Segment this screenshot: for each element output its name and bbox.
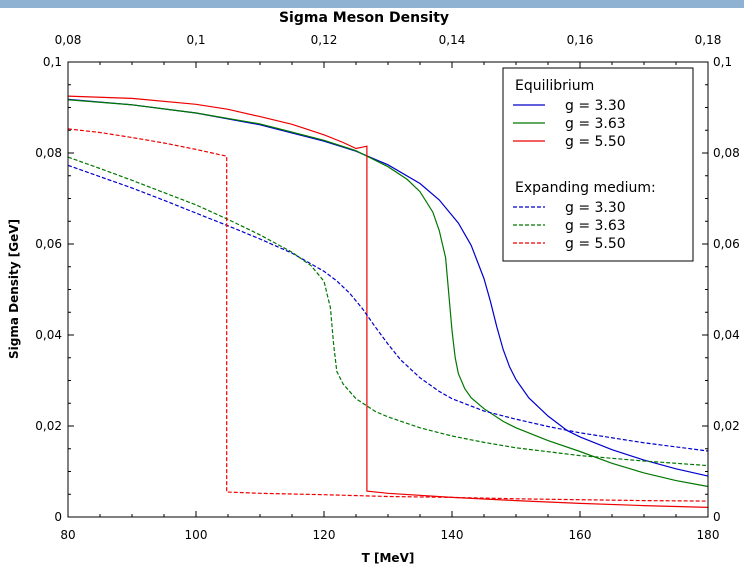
series-line-equilibrium-0 (67, 98, 709, 477)
legend-label-equilibrium: g = 3.63 (565, 116, 626, 132)
series-layer (67, 95, 709, 508)
x-tick-label: 100 (185, 528, 208, 542)
series-line-expanding-3 (67, 164, 709, 452)
right-y-tick-label: 0,02 (713, 419, 740, 433)
y-tick-label: 0,1 (43, 55, 62, 69)
legend-group-expanding: Expanding medium: (515, 180, 656, 196)
y-tick-label: 0,02 (35, 419, 62, 433)
y-tick-label: 0,04 (35, 328, 62, 342)
x-tick-label: 120 (313, 528, 336, 542)
chart-title: Sigma Meson Density (279, 10, 449, 26)
right-y-tick-label: 0,04 (713, 328, 740, 342)
right-y-tick-label: 0,08 (713, 146, 740, 160)
window-title-bar (0, 0, 744, 8)
top-tick-label: 0,12 (311, 33, 338, 47)
y-axis-label: Sigma Density [GeV] (7, 219, 21, 359)
y-tick-label: 0 (54, 510, 62, 524)
y-tick-label: 0,06 (35, 237, 62, 251)
right-y-tick-label: 0,1 (713, 55, 732, 69)
legend-label-expanding: g = 3.63 (565, 218, 626, 234)
right-y-tick-label: 0,06 (713, 237, 740, 251)
legend-group-equilibrium: Equilibrium (515, 78, 594, 94)
x-tick-label: 180 (697, 528, 720, 542)
right-y-tick-label: 0 (713, 510, 721, 524)
top-tick-label: 0,1 (186, 33, 205, 47)
x-axis-label: T [MeV] (362, 551, 415, 565)
x-tick-label: 160 (569, 528, 592, 542)
legend-box (502, 67, 694, 262)
legend-label-expanding: g = 5.50 (565, 236, 626, 252)
top-tick-label: 0,18 (695, 33, 722, 47)
series-line-equilibrium-2 (67, 95, 709, 508)
legend: Equilibrium Expanding medium: g = 3.30g … (502, 67, 694, 262)
legend-label-equilibrium: g = 3.30 (565, 98, 626, 114)
series-line-expanding-4 (67, 156, 709, 467)
legend-label-equilibrium: g = 5.50 (565, 134, 626, 150)
top-tick-label: 0,16 (567, 33, 594, 47)
series-line-expanding-5 (67, 128, 709, 502)
legend-label-expanding: g = 3.30 (565, 200, 626, 216)
top-tick-label: 0,08 (55, 33, 82, 47)
x-tick-label: 80 (60, 528, 75, 542)
top-tick-label: 0,14 (439, 33, 466, 47)
plot-frame (67, 61, 709, 518)
series-line-equilibrium-1 (67, 99, 709, 488)
x-tick-label: 140 (441, 528, 464, 542)
axis-ticks: 80 100 120 140 160 180 0,08 0,1 0,12 0,14 0,16 0,18… (35, 33, 739, 542)
y-tick-label: 0,08 (35, 146, 62, 160)
legend-entries: g = 3.30 g = 3.63 g = 5.50 g = 3.30 g = 3.63… (513, 98, 626, 252)
